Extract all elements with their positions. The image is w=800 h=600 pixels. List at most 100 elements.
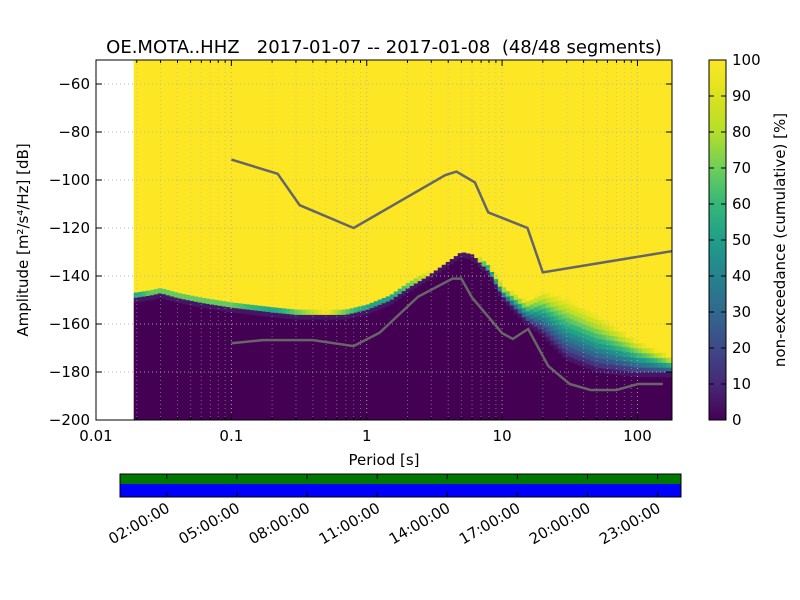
heatmap-cell (289, 309, 295, 315)
heatmap-cell (369, 307, 375, 313)
heatmap-cell (509, 300, 515, 306)
heatmap-cell (613, 359, 619, 366)
heatmap-cell (545, 292, 551, 299)
heatmap-cell (573, 310, 579, 317)
heatmap-column (621, 375, 627, 420)
heatmap-cell (537, 309, 543, 316)
heatmap-column (197, 306, 203, 420)
heatmap-column (609, 373, 615, 420)
heatmap-cell (605, 358, 611, 365)
heatmap-cell (329, 309, 335, 315)
heatmap-cell (245, 309, 251, 315)
heatmap-cell (577, 360, 583, 366)
heatmap-cell (553, 310, 559, 316)
heatmap-cell (669, 367, 672, 373)
heatmap-column (453, 260, 459, 420)
heatmap-cell (573, 349, 579, 355)
heatmap-cell (457, 253, 463, 259)
heatmap-cell (565, 298, 571, 304)
heatmap-cell (657, 372, 663, 378)
heatmap-cell (637, 367, 643, 373)
heatmap-cell (569, 357, 575, 363)
heatmap-cell (425, 275, 431, 282)
heatmap-cell (653, 348, 659, 354)
heatmap-cell (177, 298, 183, 304)
heatmap-column (153, 298, 159, 420)
heatmap-cell (585, 354, 591, 360)
heatmap-cell (253, 305, 259, 311)
heatmap-column (581, 366, 587, 420)
heatmap-cell (145, 295, 151, 301)
heatmap-cell (637, 348, 643, 354)
heatmap-cell (301, 314, 307, 320)
heatmap-cell (269, 307, 275, 313)
heatmap-cell (405, 283, 411, 289)
heatmap-column (549, 344, 555, 420)
heatmap-column (529, 328, 535, 420)
heatmap-cell (257, 305, 263, 312)
heatmap-cell (629, 337, 635, 344)
heatmap-cell (605, 368, 611, 374)
heatmap-cell (585, 310, 591, 317)
heatmap-cell (513, 299, 519, 305)
heatmap-cell (593, 357, 599, 363)
segments-tick-label: 08:00:00 (246, 499, 313, 548)
heatmap-cell (205, 303, 211, 309)
heatmap-cell (529, 308, 535, 315)
heatmap-cell (577, 346, 583, 352)
colorbar-tick-label: 60 (732, 195, 751, 213)
heatmap-column (525, 325, 531, 420)
heatmap-cell (209, 299, 215, 305)
heatmap-cell (637, 362, 643, 368)
heatmap-cell (545, 297, 551, 304)
heatmap-cell (165, 290, 171, 296)
heatmap-cell (317, 309, 323, 315)
y-tick-label: −140 (49, 267, 90, 285)
heatmap-column (541, 336, 547, 420)
heatmap-cell (649, 372, 655, 378)
heatmap-cell (205, 298, 211, 304)
heatmap-cell (621, 346, 627, 352)
heatmap-cell (297, 309, 303, 315)
heatmap-column (469, 259, 475, 420)
heatmap-cell (545, 326, 551, 332)
heatmap-cell (417, 275, 423, 282)
heatmap-cell (605, 354, 611, 360)
heatmap-cell (557, 348, 563, 354)
heatmap-cell (645, 367, 651, 373)
heatmap-cell (549, 306, 555, 312)
heatmap-cell (449, 259, 455, 265)
heatmap-column (477, 266, 483, 420)
heatmap-cell (541, 332, 547, 338)
heatmap-cell (305, 309, 311, 315)
heatmap-cell (549, 320, 555, 327)
heatmap-column (157, 297, 163, 420)
heatmap-cell (625, 370, 631, 377)
heatmap-cell (477, 262, 483, 268)
heatmap-cell (497, 286, 503, 292)
plot-frame (95, 59, 673, 421)
heatmap-cell (585, 320, 591, 326)
heatmap-cell (441, 264, 447, 271)
heatmap-cell (609, 368, 615, 375)
heatmap-cell (561, 337, 567, 344)
heatmap-column (441, 269, 447, 420)
heatmap-cell (137, 291, 143, 298)
heatmap-layer (133, 60, 672, 420)
heatmap-cell (133, 297, 139, 303)
heatmap-cell (533, 292, 539, 298)
heatmap-column (461, 257, 467, 420)
heatmap-cell (569, 314, 575, 320)
heatmap-cell (493, 278, 499, 285)
heatmap-cell (433, 270, 439, 276)
heatmap-cell (641, 362, 647, 368)
heatmap-column (553, 348, 559, 420)
heatmap-cell (541, 308, 547, 314)
heatmap-cell (149, 289, 155, 296)
heatmap-cell (633, 347, 639, 354)
heatmap-cell (593, 347, 599, 353)
heatmap-cell (385, 301, 391, 307)
heatmap-cell (561, 313, 567, 320)
heatmap-cell (533, 311, 539, 318)
heatmap-cell (625, 337, 631, 343)
